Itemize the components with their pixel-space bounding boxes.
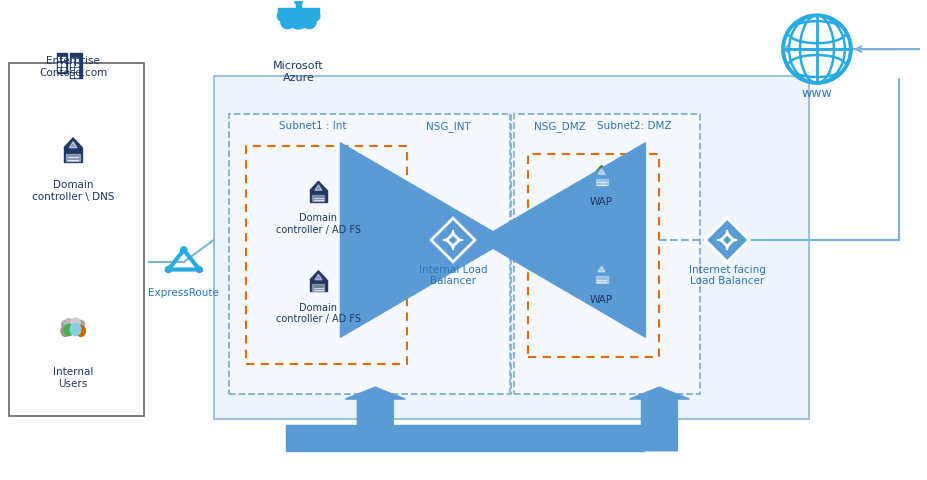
Bar [286,425,644,451]
Circle shape [281,15,295,29]
Bar [593,174,610,186]
Bar [70,58,73,61]
Polygon shape [310,271,327,280]
Text: Domain
controller / AD FS: Domain controller / AD FS [276,213,361,235]
Bar [75,73,78,76]
Ellipse shape [70,323,81,336]
Bar [312,284,324,290]
Bar [58,68,60,72]
Polygon shape [315,185,322,190]
Circle shape [77,321,84,328]
Circle shape [310,11,320,21]
Bar [66,154,81,161]
Polygon shape [598,266,605,272]
Text: ExpressRoute: ExpressRoute [148,288,220,298]
Bar [62,68,65,72]
Polygon shape [629,387,690,451]
Circle shape [181,247,187,253]
Circle shape [288,8,309,29]
Text: Domain
controller / AD FS: Domain controller / AD FS [276,302,361,324]
Bar [75,68,78,72]
Bar [9,63,144,416]
Ellipse shape [64,324,73,336]
Bar [296,2,301,9]
Bar [514,114,700,394]
Bar [75,58,78,61]
Polygon shape [431,218,475,262]
Ellipse shape [61,325,70,336]
Text: WAP: WAP [590,197,613,207]
Bar [312,195,324,201]
Polygon shape [705,218,749,262]
Polygon shape [315,274,322,280]
Circle shape [165,266,171,273]
Polygon shape [310,181,327,190]
Circle shape [277,11,287,21]
Polygon shape [598,169,605,174]
Bar [593,272,610,283]
Bar [596,276,607,283]
Polygon shape [593,166,610,174]
Text: Internet facing
Load Balancer: Internet facing Load Balancer [689,265,766,287]
Bar [62,57,65,60]
Bar [310,280,327,291]
Bar [70,53,82,78]
Bar [70,68,73,72]
Circle shape [62,321,70,328]
Circle shape [197,266,202,273]
Bar [70,63,73,66]
Polygon shape [64,138,83,148]
Bar [58,57,60,60]
Text: Internal
Users: Internal Users [53,367,94,389]
Bar [58,62,60,66]
Circle shape [65,319,73,327]
Text: Subnet1 : Int: Subnet1 : Int [279,120,346,131]
Text: Internal Load
Balancer: Internal Load Balancer [419,265,488,287]
Text: NSG_DMZ: NSG_DMZ [534,120,586,132]
Text: Enterprise
Contoso.com: Enterprise Contoso.com [39,56,108,78]
Text: Domain
controller \ DNS: Domain controller \ DNS [32,180,114,202]
Bar [62,62,65,66]
Bar [246,145,407,364]
Text: NSG_INT: NSG_INT [425,120,470,132]
Polygon shape [346,387,405,451]
Text: WAP: WAP [590,295,613,305]
Bar [527,154,659,357]
Polygon shape [593,263,610,272]
Bar [70,73,73,76]
Text: Subnet2: DMZ: Subnet2: DMZ [597,120,672,131]
Ellipse shape [76,325,85,336]
Ellipse shape [295,0,302,4]
Text: Microsoft
Azure: Microsoft Azure [273,61,324,83]
Bar [310,190,327,202]
Bar [229,114,511,394]
Circle shape [302,15,316,29]
Polygon shape [70,142,77,148]
Bar [596,179,607,185]
Bar [75,63,78,66]
Text: Availability Sets: Availability Sets [418,457,512,470]
Text: www: www [802,87,832,100]
Bar [57,53,67,73]
Circle shape [71,318,80,326]
Bar [64,148,83,162]
Bar [278,8,319,18]
Circle shape [449,235,458,245]
Circle shape [783,15,851,83]
Bar [214,76,809,419]
Circle shape [722,235,732,245]
